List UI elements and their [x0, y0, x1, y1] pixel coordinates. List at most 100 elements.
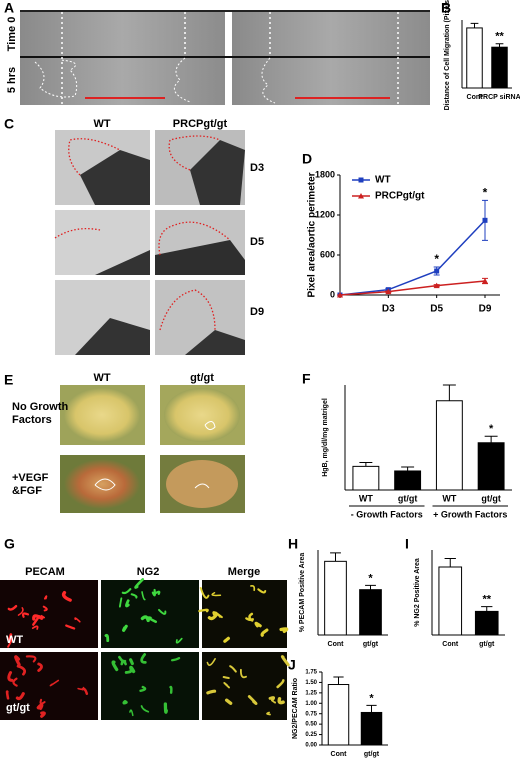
y-tick-label: 0.25 [305, 732, 317, 738]
vessel-stroke [206, 657, 216, 666]
column-label: PRCP siRNA [298, 1, 364, 13]
vessel-stroke [43, 595, 48, 600]
x-tick-label: Cont [331, 751, 348, 758]
y-tick-label: 0.75 [305, 711, 317, 717]
vessel-stroke [206, 689, 217, 695]
significance-marker: * [369, 692, 374, 704]
column-label: WT [93, 118, 110, 130]
panel-c-images [54, 130, 245, 355]
vessel-stroke [31, 625, 39, 630]
vessel-stroke [279, 627, 289, 633]
vessel-stroke [151, 588, 156, 597]
vessel-stroke [248, 612, 254, 622]
vessel-stroke [7, 604, 18, 611]
vessel-stroke [212, 611, 223, 619]
x-tick-label: PRCP siRNA [478, 94, 520, 101]
vessel-stroke [163, 702, 168, 714]
column-label: Control siRNA [84, 1, 159, 13]
y-tick-label: 0 [330, 289, 335, 299]
vessel-stroke [224, 698, 233, 705]
row-label: gt/gt [6, 702, 30, 714]
vessel-stroke [170, 656, 181, 662]
error-bar [444, 558, 456, 567]
error-bar [359, 461, 373, 467]
vessel-stroke [250, 584, 256, 592]
y-axis-label: HgB, mg/dl/mg matrigel [322, 398, 329, 477]
vessel-stroke [223, 681, 230, 689]
panel-letter: I [405, 536, 409, 552]
x-tick-label: gt/gt [363, 641, 379, 648]
vessel-stroke [17, 607, 24, 616]
row-label: WT [6, 634, 23, 646]
bar [360, 711, 383, 746]
x-tick-label: WT [442, 493, 456, 503]
x-tick-label: gt/gt [398, 493, 418, 503]
group-label: - Growth Factors [351, 509, 423, 519]
vessel-stroke [25, 655, 37, 663]
bar [394, 470, 422, 491]
significance-marker: * [368, 572, 373, 584]
vessel-stroke [141, 591, 146, 601]
column-label: NG2 [137, 566, 160, 578]
vessel-stroke [169, 685, 173, 694]
row-label: D5 [250, 236, 264, 248]
error-bar [401, 466, 415, 471]
vessel-stroke [121, 624, 128, 632]
vessel-stroke [211, 591, 222, 597]
error-bar [484, 435, 498, 443]
significance-marker: ** [482, 594, 491, 606]
y-tick-label: 1200 [315, 209, 335, 219]
x-tick-label: D5 [430, 304, 443, 315]
point [482, 217, 488, 223]
group-label: + Growth Factors [433, 509, 507, 519]
point [385, 288, 392, 295]
y-axis-label: % PECAM Positive Area [299, 553, 306, 633]
column-label: PECAM [25, 566, 65, 578]
vessel-stroke [129, 665, 136, 674]
point [433, 282, 440, 289]
point [337, 292, 343, 298]
bar [477, 442, 505, 491]
x-tick-label: gt/gt [479, 641, 495, 648]
x-tick-label: Cont [328, 641, 345, 648]
error-bar [333, 676, 344, 685]
significance-marker: * [434, 252, 439, 266]
bar [438, 566, 463, 636]
row-label: D3 [250, 162, 264, 174]
panel-letter: E [4, 372, 13, 388]
vessel-stroke [42, 605, 48, 612]
error-bar [366, 704, 377, 713]
vessel-stroke [81, 687, 89, 695]
panel-letter: H [288, 536, 298, 552]
vessel-stroke [37, 662, 43, 672]
vessel-stroke [8, 633, 13, 643]
vessel-stroke [14, 655, 21, 667]
x-tick-label: D9 [479, 304, 492, 315]
vessel-stroke [199, 586, 210, 599]
vessel-stroke [36, 703, 44, 710]
vessel-stroke [229, 665, 237, 673]
x-tick-label: gt/gt [481, 493, 501, 503]
x-tick-label: WT [359, 493, 373, 503]
y-axis-label: Pixel area/aortic perimeter [307, 172, 318, 297]
vessel-stroke [280, 655, 290, 667]
vessel-stroke [124, 669, 133, 674]
bar [474, 610, 499, 636]
vessel-stroke [175, 637, 183, 644]
legend-label: PRCPgt/gt [375, 191, 425, 202]
vessel-stroke [16, 664, 26, 676]
x-tick-label: gt/gt [364, 751, 380, 758]
y-tick-label: 0.50 [305, 722, 317, 728]
bar [435, 400, 463, 491]
row-label: +VEGF [12, 472, 49, 484]
panel-a-images [20, 10, 430, 105]
panel-letter: A [4, 0, 14, 16]
error-bar [330, 552, 341, 562]
vessel-stroke [21, 612, 30, 618]
y-axis-label: % NG2 Positive Area [414, 558, 421, 627]
bar [352, 465, 380, 491]
vessel-stroke [61, 590, 72, 602]
vessel-stroke [120, 659, 127, 666]
y-axis-label: NG2/PECAM Ratio [292, 678, 299, 739]
